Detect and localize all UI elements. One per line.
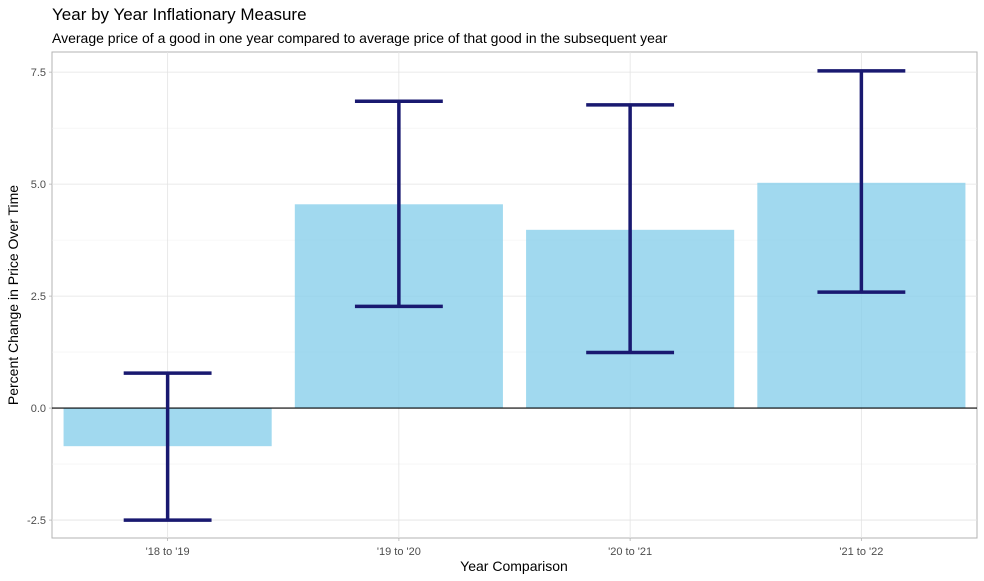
y-tick-label: 0.0 <box>31 403 46 415</box>
error-bar-2 <box>354 99 443 309</box>
x-tick-label: '19 to '20 <box>377 546 421 558</box>
x-axis-ticks: '18 to '19 '19 to '20 '20 to '21 '21 to '22 <box>146 538 883 558</box>
y-tick-label: 7.5 <box>31 67 46 79</box>
error-bars <box>123 69 906 522</box>
x-tick-label: '18 to '19 <box>146 546 190 558</box>
y-tick-label: -2.5 <box>27 515 46 527</box>
error-bar-1 <box>123 371 212 522</box>
y-axis-ticks: -2.5 0.0 2.5 5.0 7.5 <box>27 67 52 527</box>
chart-subtitle: Average price of a good in one year comp… <box>52 30 668 46</box>
error-bar-4 <box>817 69 906 294</box>
bars <box>63 182 966 447</box>
x-tick-label: '21 to '22 <box>839 546 883 558</box>
x-axis-title: Year Comparison <box>460 558 568 574</box>
chart-title: Year by Year Inflationary Measure <box>52 5 307 24</box>
y-tick-label: 2.5 <box>31 291 46 303</box>
y-axis-title: Percent Change in Price Over Time <box>5 185 21 405</box>
y-tick-label: 5.0 <box>31 179 46 191</box>
x-tick-label: '20 to '21 <box>608 546 652 558</box>
error-bar-3 <box>586 103 675 355</box>
